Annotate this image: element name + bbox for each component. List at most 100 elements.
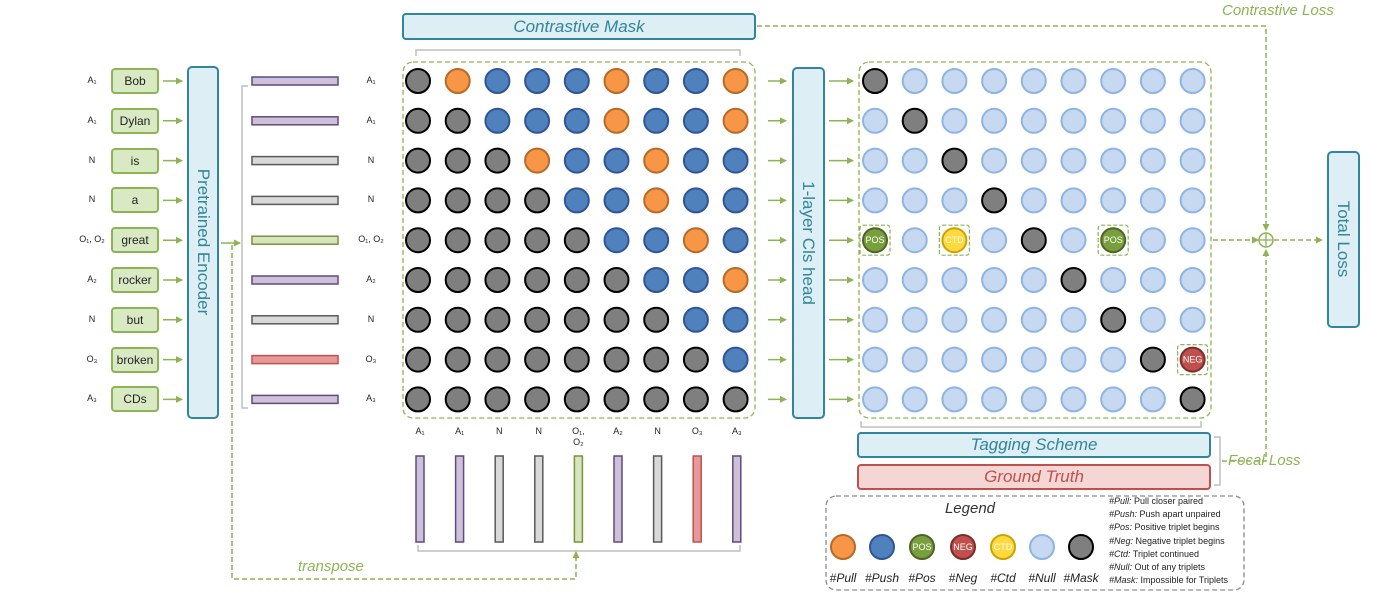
push-dot — [563, 187, 590, 214]
total-loss-box — [1327, 151, 1360, 328]
token-tag-left: O₃ — [86, 353, 98, 364]
null-dot — [1060, 386, 1087, 413]
ctd-legend-dot-label: CTD — [994, 542, 1013, 552]
token-tag-right: N — [367, 194, 375, 205]
mask-dot — [405, 346, 431, 373]
ctd-dot — [941, 227, 968, 254]
null-dot — [1020, 386, 1047, 413]
token-tag-left: N — [88, 194, 96, 205]
legend-label-ctd: #Ctd — [990, 571, 1016, 585]
pull-dot — [722, 107, 749, 134]
mask-dot — [563, 267, 590, 293]
contrastive-matrix-frame — [402, 61, 756, 419]
token-tag-right: A₂ — [366, 274, 376, 284]
mask-dot — [643, 346, 670, 373]
push-dot — [524, 107, 551, 134]
contrastive-loss-label: Contrastive Loss — [1222, 2, 1334, 19]
mask-dot — [444, 386, 471, 413]
mask-dot — [405, 68, 431, 94]
transposed-embedding-bar — [534, 455, 544, 543]
bottom-tag: N — [485, 426, 513, 437]
token-tag-right: A₁ — [366, 75, 376, 85]
null-dot — [901, 147, 928, 174]
mask-dot — [682, 346, 709, 373]
legend-title: Legend — [944, 500, 996, 517]
bottom-tag-line1: A₃ — [731, 426, 742, 436]
mask-dot — [682, 386, 709, 413]
token-box: a — [111, 187, 159, 214]
push-dot — [643, 107, 670, 134]
loss-bracket — [1214, 436, 1221, 486]
null-dot — [981, 107, 1008, 134]
pos-dot — [1100, 227, 1127, 254]
null-dot — [1100, 187, 1127, 214]
null-dot — [862, 346, 888, 373]
bottom-tag: A₁ — [446, 426, 474, 437]
legend-note-key: #Mask: — [1109, 575, 1139, 586]
token-tag-left: A₃ — [87, 393, 97, 404]
push-dot — [722, 346, 749, 373]
push-dot — [722, 147, 749, 174]
embedding-bar — [251, 315, 339, 325]
cell-label: POS — [865, 235, 884, 245]
push-dot — [682, 267, 709, 293]
token-tag-left: A₁ — [87, 114, 97, 125]
null-dot — [1060, 107, 1087, 134]
mask-dot — [1020, 227, 1047, 254]
mask-dot — [901, 107, 928, 134]
null-dot — [1060, 227, 1087, 254]
null-dot — [1139, 227, 1166, 254]
legend-note: #Push: Push apart unpaired — [1109, 509, 1221, 519]
mask-dot — [444, 306, 471, 333]
bottom-tag-line1: A₁ — [415, 426, 425, 436]
embedding-bar — [251, 275, 339, 285]
null-dot — [1100, 346, 1127, 373]
null-dot — [1139, 386, 1166, 413]
transposed-embedding-bar — [573, 455, 584, 543]
null-dot — [981, 386, 1008, 413]
pull-dot — [524, 147, 551, 174]
token-box: broken — [111, 346, 159, 373]
mask-legend-dot — [1068, 534, 1094, 560]
null-dot — [901, 267, 928, 293]
null-dot — [1179, 306, 1206, 333]
pos-legend-dot-label: POS — [912, 542, 931, 552]
token-box: rocker — [111, 267, 159, 293]
null-dot — [1179, 187, 1206, 214]
bottom-tag-line1: N — [495, 426, 503, 436]
token-tag-right: O₁, O₂ — [358, 234, 384, 245]
mask-dot — [563, 306, 590, 333]
tagging-scheme-box: Tagging Scheme — [857, 432, 1211, 458]
null-dot — [1100, 147, 1127, 174]
cell-label: NEG — [1183, 355, 1203, 365]
pretrained-encoder-label: Pretrained Encoder — [194, 168, 213, 316]
mask-dot — [405, 267, 431, 293]
null-dot — [1020, 187, 1047, 214]
contrastive-loss-path — [757, 25, 1270, 231]
push-dot — [484, 107, 511, 134]
legend-note-key: #Pull: — [1109, 496, 1132, 506]
mask-dot — [444, 107, 471, 134]
token-tag-left: A₂ — [87, 274, 97, 284]
tag-bracket — [860, 421, 1202, 428]
bottom-tag: O₁, O₂ — [564, 426, 592, 448]
pull-dot — [603, 68, 630, 94]
legend-note-text: Out of any triplets — [1132, 562, 1206, 572]
null-dot — [1100, 68, 1127, 94]
ctd-legend-dot — [990, 534, 1016, 560]
push-dot — [643, 227, 670, 254]
token-box: but — [111, 306, 159, 333]
embedding-bar — [251, 116, 339, 126]
legend-label-push: #Push — [864, 571, 900, 585]
legend-label-mask: #Mask — [1063, 571, 1099, 585]
null-dot — [981, 147, 1008, 174]
null-dot — [1179, 68, 1206, 94]
token-tag-left: N — [88, 154, 96, 165]
mask-dot — [563, 346, 590, 373]
bottom-bracket — [417, 545, 741, 552]
legend-note-text: Positive triplet begins — [1132, 522, 1220, 533]
legend-label-pos: #Pos — [908, 571, 936, 585]
transposed-embedding-bar — [613, 455, 623, 543]
mask-dot — [405, 107, 431, 134]
